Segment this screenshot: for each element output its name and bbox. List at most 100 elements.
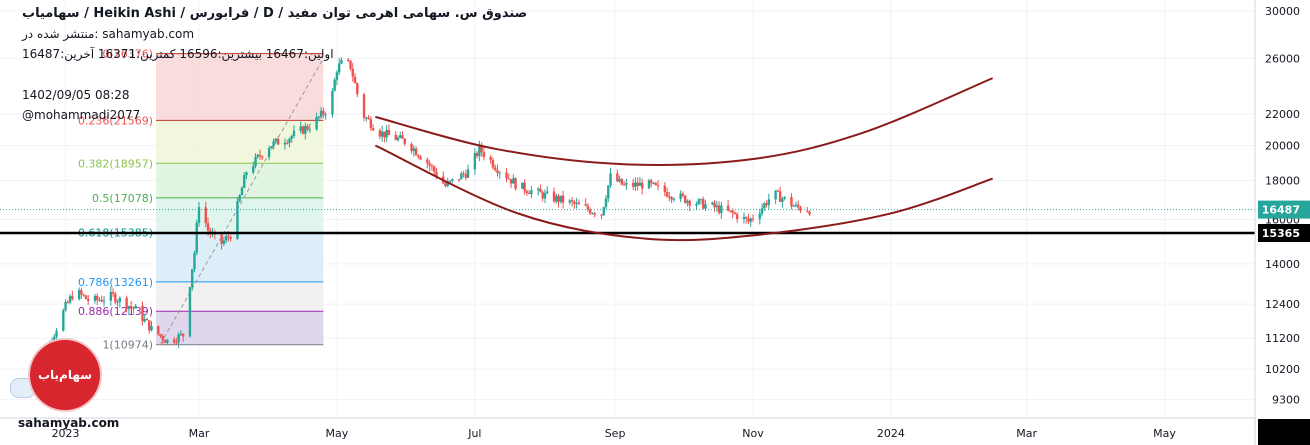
fib-retracement[interactable]: 0(26376) 0.236(21569) 0.382(18957) 0.5(1707… — [78, 48, 324, 352]
last-price-tag — [1258, 200, 1310, 219]
candle-body — [591, 213, 594, 215]
candle-body — [792, 205, 795, 207]
candle-body — [308, 129, 311, 131]
candle-body — [238, 195, 241, 202]
candle-body — [498, 172, 501, 174]
candle-body — [575, 202, 578, 204]
candle-body — [172, 339, 176, 343]
candle-body — [620, 178, 624, 185]
candle-body — [150, 325, 153, 331]
candle-body — [62, 310, 65, 331]
candle-body — [412, 148, 416, 152]
candle-body — [733, 212, 737, 214]
candle-body — [496, 170, 499, 173]
candle-body — [525, 191, 529, 193]
candle-body — [220, 234, 223, 244]
candle-body — [356, 83, 359, 95]
candle-body — [672, 198, 676, 200]
candle-body — [222, 240, 226, 244]
candle-body — [82, 294, 85, 296]
candle-body — [760, 208, 764, 214]
author-handle: @mohammadi2077 — [22, 108, 141, 122]
fib-zone — [156, 311, 324, 345]
candle-body — [206, 223, 210, 231]
candle-body — [333, 79, 336, 91]
candle-body — [480, 144, 483, 153]
candle-body — [552, 191, 556, 202]
candle-body — [177, 334, 180, 343]
candle-body — [460, 173, 463, 180]
candle-body — [118, 297, 122, 302]
candle-body — [267, 147, 271, 158]
watermark-domain: sahamyab.com — [18, 416, 120, 430]
candle-body — [451, 179, 454, 181]
candle-body — [783, 196, 786, 199]
candle-body — [717, 205, 721, 213]
candle-body — [715, 205, 719, 208]
candle-body — [378, 130, 382, 137]
price-tick-label: 10200 — [1265, 363, 1300, 376]
upper-arc — [375, 77, 994, 166]
candle-body — [254, 156, 257, 167]
candle-body — [584, 204, 587, 206]
candle-body — [625, 182, 628, 185]
candle-body — [527, 192, 531, 195]
candle-body — [806, 210, 809, 212]
logo-text: سهام‌یاب — [37, 368, 93, 382]
candle-body — [586, 205, 590, 210]
candle-body — [631, 182, 635, 187]
candle-body — [98, 299, 101, 301]
candle-body — [616, 173, 619, 182]
candle-body — [588, 209, 592, 214]
candle-body — [695, 203, 698, 206]
fib-level-label: 0.382(18957) — [78, 157, 153, 170]
candle-body — [636, 182, 639, 186]
candle-body — [274, 138, 278, 142]
candle-body — [71, 296, 74, 300]
candle-body — [100, 299, 103, 302]
candle-body — [713, 202, 716, 208]
candle-body — [794, 204, 798, 206]
drawings[interactable] — [0, 77, 1255, 242]
candle-body — [494, 167, 497, 171]
candle-body — [419, 156, 422, 160]
candle-body — [699, 199, 703, 201]
candle-body — [731, 210, 734, 213]
candle-body — [702, 199, 705, 209]
candle-body — [96, 295, 99, 300]
candle-body — [403, 138, 406, 144]
candle-body — [127, 306, 131, 310]
candle-body — [546, 191, 549, 193]
time-tick-label: May — [1153, 427, 1176, 440]
candle-body — [84, 295, 88, 299]
candle-body — [512, 178, 515, 184]
candle-body — [543, 192, 547, 199]
candle-body — [417, 155, 420, 157]
candle-body — [299, 126, 302, 131]
candle-body — [132, 307, 135, 309]
candle-body — [385, 129, 388, 138]
time-tick-label: May — [326, 427, 349, 440]
chart-title: صندوق س. سهامی اهرمی توان مفید / D / فرا… — [22, 6, 528, 21]
candle-body — [66, 302, 70, 304]
candle-body — [751, 218, 755, 220]
candle-body — [729, 210, 732, 212]
candle-body — [745, 217, 748, 219]
candle-body — [335, 72, 339, 80]
candle-body — [559, 195, 562, 202]
candle-body — [475, 153, 479, 156]
candle-body — [125, 297, 128, 310]
candle-body — [557, 195, 560, 202]
time-tick-label: Nov — [742, 427, 764, 440]
candle-body — [86, 298, 90, 301]
candle-body — [134, 305, 137, 309]
candle-body — [353, 76, 357, 84]
candle-body — [462, 173, 465, 175]
fib-zone — [156, 120, 324, 164]
candle-body — [435, 171, 438, 177]
candle-body — [634, 182, 637, 187]
time-tick-label: Mar — [1016, 427, 1037, 440]
candle-body — [446, 181, 449, 187]
candle-body — [380, 131, 384, 137]
